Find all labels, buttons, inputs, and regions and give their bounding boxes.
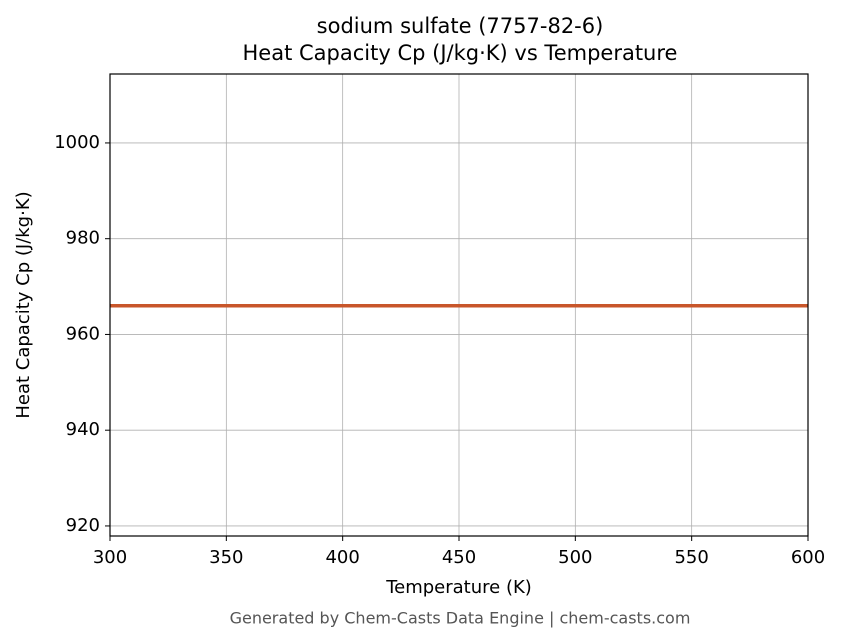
x-tick-label: 400 [325,547,359,568]
footer: Generated by Chem-Casts Data Engine | ch… [230,609,691,628]
y-tick-label: 960 [66,323,100,344]
y-tick-label: 980 [66,228,100,249]
x-tick-label: 300 [93,547,127,568]
x-tick-label: 350 [209,547,243,568]
chart-title: sodium sulfate (7757-82-6) [317,14,604,38]
y-tick-label: 920 [66,515,100,536]
y-tick-label: 1000 [54,132,100,153]
y-tick-label: 940 [66,419,100,440]
x-tick-label: 500 [558,547,592,568]
x-axis-label: Temperature (K) [385,577,532,598]
y-axis-label: Heat Capacity Cp (J/kg·K) [13,191,34,418]
x-tick-label: 450 [442,547,476,568]
plot-frame [109,73,809,537]
x-tick-label: 600 [791,547,825,568]
x-tick-label: 550 [674,547,708,568]
chart-subtitle: Heat Capacity Cp (J/kg·K) vs Temperature [243,41,678,65]
